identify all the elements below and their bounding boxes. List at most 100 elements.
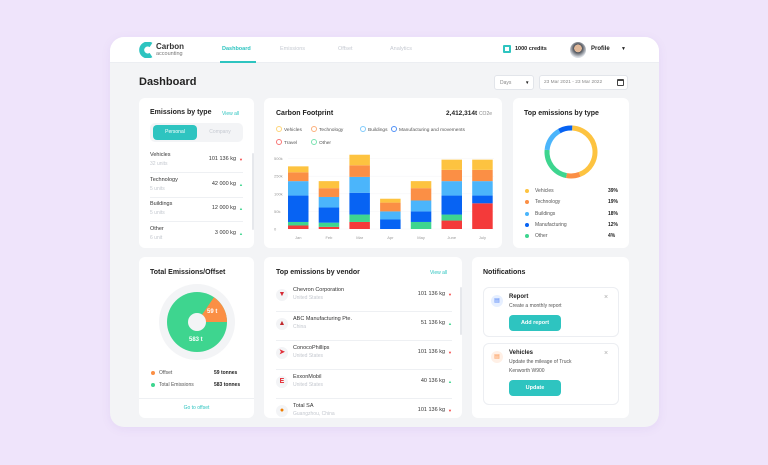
bar-segment-technology[interactable] <box>380 202 401 212</box>
list-item[interactable]: Other 6 unit 3 000 kg ▲ <box>150 223 243 247</box>
donut-segment[interactable] <box>544 149 568 179</box>
donut-segment[interactable] <box>544 128 561 151</box>
nav-analytics[interactable]: Analytics <box>390 46 413 52</box>
stacked-bar-chart: 0 50k 100k 250k 500k Jan Feb Mar Apr May June July <box>274 154 494 240</box>
bar-segment-technology[interactable] <box>472 169 493 182</box>
app-window: Carbon accounting Dashboard Emissions Of… <box>110 37 659 427</box>
y-tick-label: 100k <box>274 191 283 196</box>
bar-segment-manufacturing[interactable] <box>472 195 493 204</box>
vendor-row[interactable]: ➤ ConocoPhillips United States 101 136 kg ▼ <box>276 342 452 370</box>
add-report-button[interactable]: Add report <box>509 315 561 331</box>
x-tick-label: July <box>479 235 486 240</box>
bar-segment-buildings[interactable] <box>349 176 370 193</box>
bar-segment-other[interactable] <box>349 214 370 222</box>
legend-label: Manufacturing <box>535 221 567 228</box>
bar-segment-vehicles[interactable] <box>472 159 493 170</box>
x-tick-label: Mar <box>356 235 364 240</box>
bar-segment-vehicles[interactable] <box>318 181 340 189</box>
bar-segment-manufacturing[interactable] <box>410 211 432 222</box>
bar-segment-vehicles[interactable] <box>349 154 370 166</box>
nav-emissions[interactable]: Emissions <box>280 46 306 52</box>
offset-pie-chart <box>159 284 235 360</box>
item-name: Vehicles <box>150 152 171 158</box>
nav-dashboard[interactable]: Dashboard <box>222 46 251 52</box>
scrollbar[interactable] <box>252 153 254 230</box>
vendor-row[interactable]: ● Total SA Guangzhou, China 101 136 kg ▼ <box>276 400 452 427</box>
donut-segment[interactable] <box>558 125 573 134</box>
legend-item: Travel <box>276 139 297 146</box>
bar-segment-manufacturing[interactable] <box>288 195 309 222</box>
bar-segment-other[interactable] <box>288 221 309 226</box>
bar-segment-manufacturing[interactable] <box>380 219 401 229</box>
bar-segment-travel[interactable] <box>349 221 370 229</box>
profile-label[interactable]: Profile <box>591 46 610 52</box>
bar-segment-other[interactable] <box>318 222 340 227</box>
bar-segment-buildings[interactable] <box>288 181 309 196</box>
trend-down-icon: ▲ <box>448 379 452 384</box>
close-icon[interactable]: × <box>604 350 609 357</box>
view-all-link[interactable]: View all <box>430 270 448 276</box>
close-icon[interactable]: × <box>604 294 609 301</box>
tab-personal[interactable]: Personal <box>153 125 197 140</box>
abc-logo-icon: ▲ <box>276 318 288 330</box>
bar-segment-technology[interactable] <box>318 188 340 197</box>
card-title: Top emissions by type <box>524 110 599 117</box>
bar-segment-travel[interactable] <box>288 225 309 229</box>
bar-segment-travel[interactable] <box>441 220 463 229</box>
scrollbar[interactable] <box>460 287 462 335</box>
donut-chart <box>544 125 598 179</box>
bar-segment-vehicles[interactable] <box>441 159 463 170</box>
bar-segment-vehicles[interactable] <box>410 181 432 189</box>
bar-segment-travel[interactable] <box>472 203 493 229</box>
list-item[interactable]: Technology 5 units 42 000 kg ▲ <box>150 174 243 198</box>
legend-label: Other <box>319 141 331 146</box>
list-item[interactable]: Buildings 5 units 12 000 kg ▲ <box>150 198 243 222</box>
legend-swatch <box>311 126 317 132</box>
x-tick-label: Jan <box>295 235 301 240</box>
date-range-picker[interactable]: 23 Mar 2021 - 23 Mar 2022 <box>539 75 628 90</box>
total-logo-icon: ● <box>276 405 288 417</box>
y-tick-label: 0 <box>274 227 277 232</box>
credits-label[interactable]: 1000 credits <box>515 46 547 52</box>
period-select[interactable]: Days ▼ <box>494 75 534 90</box>
bar-segment-technology[interactable] <box>410 188 432 201</box>
bar-segment-manufacturing[interactable] <box>318 207 340 223</box>
avatar[interactable] <box>570 42 586 58</box>
bar-segment-buildings[interactable] <box>410 200 432 212</box>
bar-segment-technology[interactable] <box>288 172 309 182</box>
list-item[interactable]: Vehicles 32 units 101 136 kg ▼ <box>150 149 243 173</box>
nav-offset[interactable]: Offset <box>338 46 353 52</box>
bar-segment-buildings[interactable] <box>380 211 401 220</box>
view-all-link[interactable]: View all <box>222 111 240 117</box>
bar-segment-vehicles[interactable] <box>288 166 309 173</box>
brand-name: Carbon <box>156 42 184 51</box>
bar-segment-technology[interactable] <box>441 169 463 182</box>
legend-dot <box>525 200 529 205</box>
vendor-location: United States <box>293 353 324 359</box>
pie-slice-offset[interactable] <box>197 297 227 322</box>
profile-chevron-down-icon[interactable]: ▼ <box>621 46 626 52</box>
vendor-row[interactable]: ▲ ABC Manufacturing Pte. China 51 136 kg ▲ <box>276 313 452 341</box>
bar-segment-other[interactable] <box>410 221 432 229</box>
donut-segment[interactable] <box>571 125 598 177</box>
bar-segment-technology[interactable] <box>349 165 370 177</box>
donut-segment[interactable] <box>566 172 581 179</box>
bar-segment-buildings[interactable] <box>441 181 463 196</box>
tab-company[interactable]: Company <box>209 129 231 135</box>
bar-segment-manufacturing[interactable] <box>349 192 370 215</box>
bar-segment-manufacturing[interactable] <box>441 195 463 215</box>
bar-segment-buildings[interactable] <box>318 196 340 208</box>
item-units: 5 units <box>150 210 165 216</box>
bar-segment-vehicles[interactable] <box>380 198 401 203</box>
vendor-row[interactable]: E ExxonMobil United States 40 136 kg ▲ <box>276 371 452 399</box>
card-title: Total Emissions/Offset <box>150 269 226 276</box>
vendor-row[interactable]: ▼ Chevron Corporation United States 101 136… <box>276 284 452 312</box>
bar-segment-buildings[interactable] <box>472 181 493 196</box>
trend-up-icon: ▼ <box>448 292 452 297</box>
update-button[interactable]: Update <box>509 380 561 396</box>
trend-down-icon: ▲ <box>239 206 243 211</box>
go-to-offset-link[interactable]: Go to offset <box>183 405 210 411</box>
type-toggle: Personal Company <box>150 123 243 142</box>
bar-segment-other[interactable] <box>441 214 463 221</box>
bar-segment-travel[interactable] <box>318 226 340 229</box>
